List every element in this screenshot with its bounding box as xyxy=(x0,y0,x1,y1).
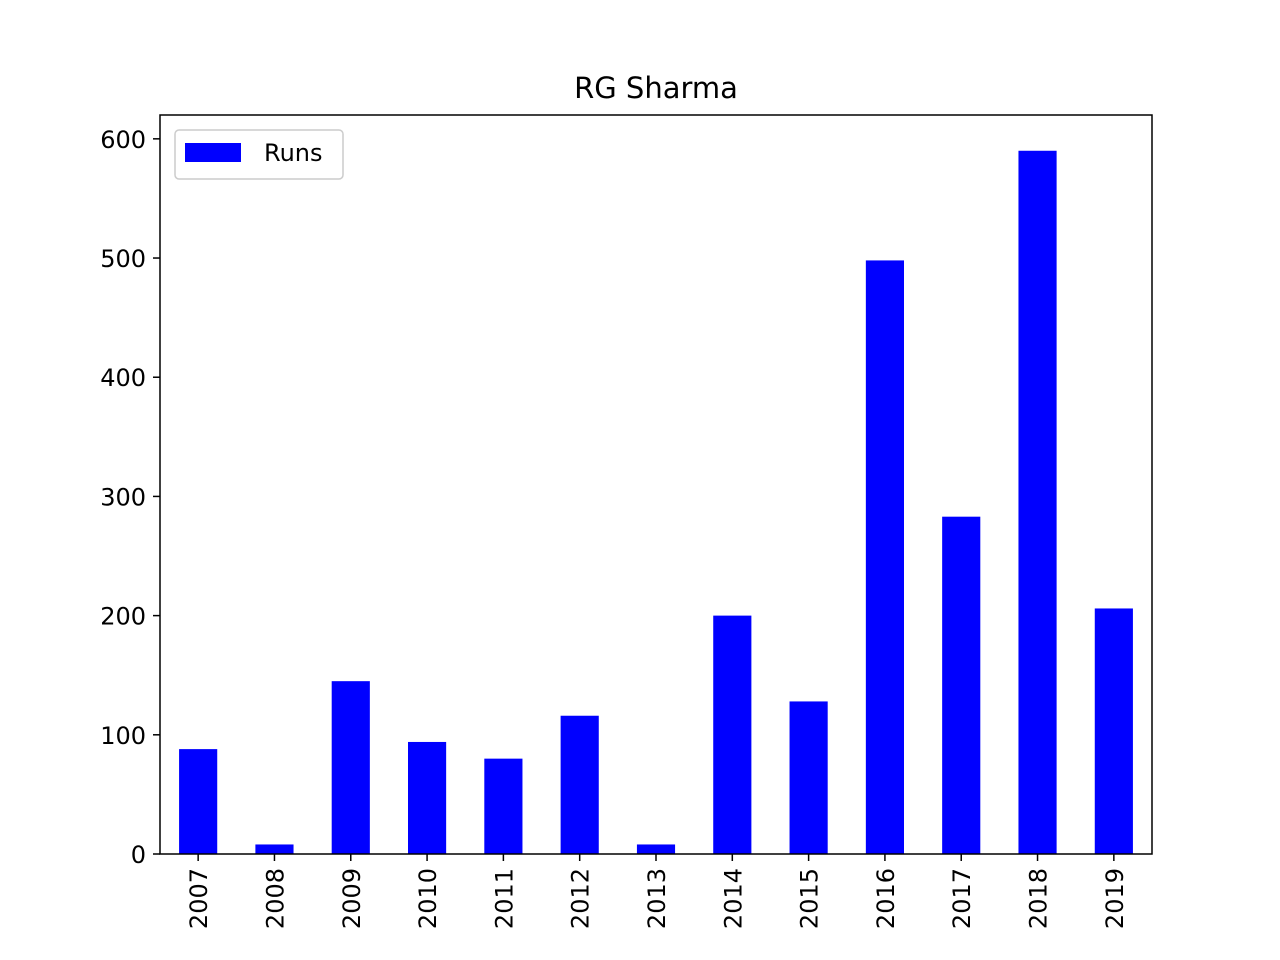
y-tick-label: 100 xyxy=(100,722,146,750)
x-tick-label: 2013 xyxy=(643,868,671,929)
bar xyxy=(636,844,676,854)
x-tick-label: 2015 xyxy=(796,868,824,929)
x-tick-label: 2014 xyxy=(719,868,747,929)
y-tick-label: 200 xyxy=(100,603,146,631)
bar xyxy=(865,260,904,854)
x-tick-label: 2019 xyxy=(1101,868,1129,929)
y-tick-label: 400 xyxy=(100,364,146,392)
bar xyxy=(1094,608,1133,854)
chart-title: RG Sharma xyxy=(574,71,738,105)
x-tick-label: 2011 xyxy=(490,868,518,929)
bar xyxy=(179,749,218,854)
x-tick-label: 2007 xyxy=(185,868,213,929)
bar xyxy=(1018,150,1057,855)
y-tick-label: 0 xyxy=(131,841,146,869)
legend-box xyxy=(174,129,344,180)
legend-label: Runs xyxy=(264,139,323,167)
bar xyxy=(408,741,447,854)
y-tick-label: 500 xyxy=(100,245,146,273)
bar xyxy=(789,701,828,854)
x-tick-label: 2017 xyxy=(948,868,976,929)
bar xyxy=(331,681,370,854)
x-tick-label: 2010 xyxy=(414,868,442,929)
x-tick-label: 2008 xyxy=(261,868,289,929)
y-tick-label: 300 xyxy=(100,483,146,511)
bar xyxy=(255,844,294,854)
x-tick-label: 2012 xyxy=(567,868,595,929)
x-tick-label: 2016 xyxy=(872,868,900,929)
legend-swatch xyxy=(185,143,241,162)
bar xyxy=(713,615,752,854)
y-tick-label: 600 xyxy=(100,126,146,154)
bar xyxy=(942,516,981,854)
x-tick-label: 2009 xyxy=(338,868,366,929)
bar xyxy=(484,758,523,854)
plot-frame xyxy=(159,114,1153,855)
x-tick-label: 2018 xyxy=(1025,868,1053,929)
bar xyxy=(560,715,599,854)
